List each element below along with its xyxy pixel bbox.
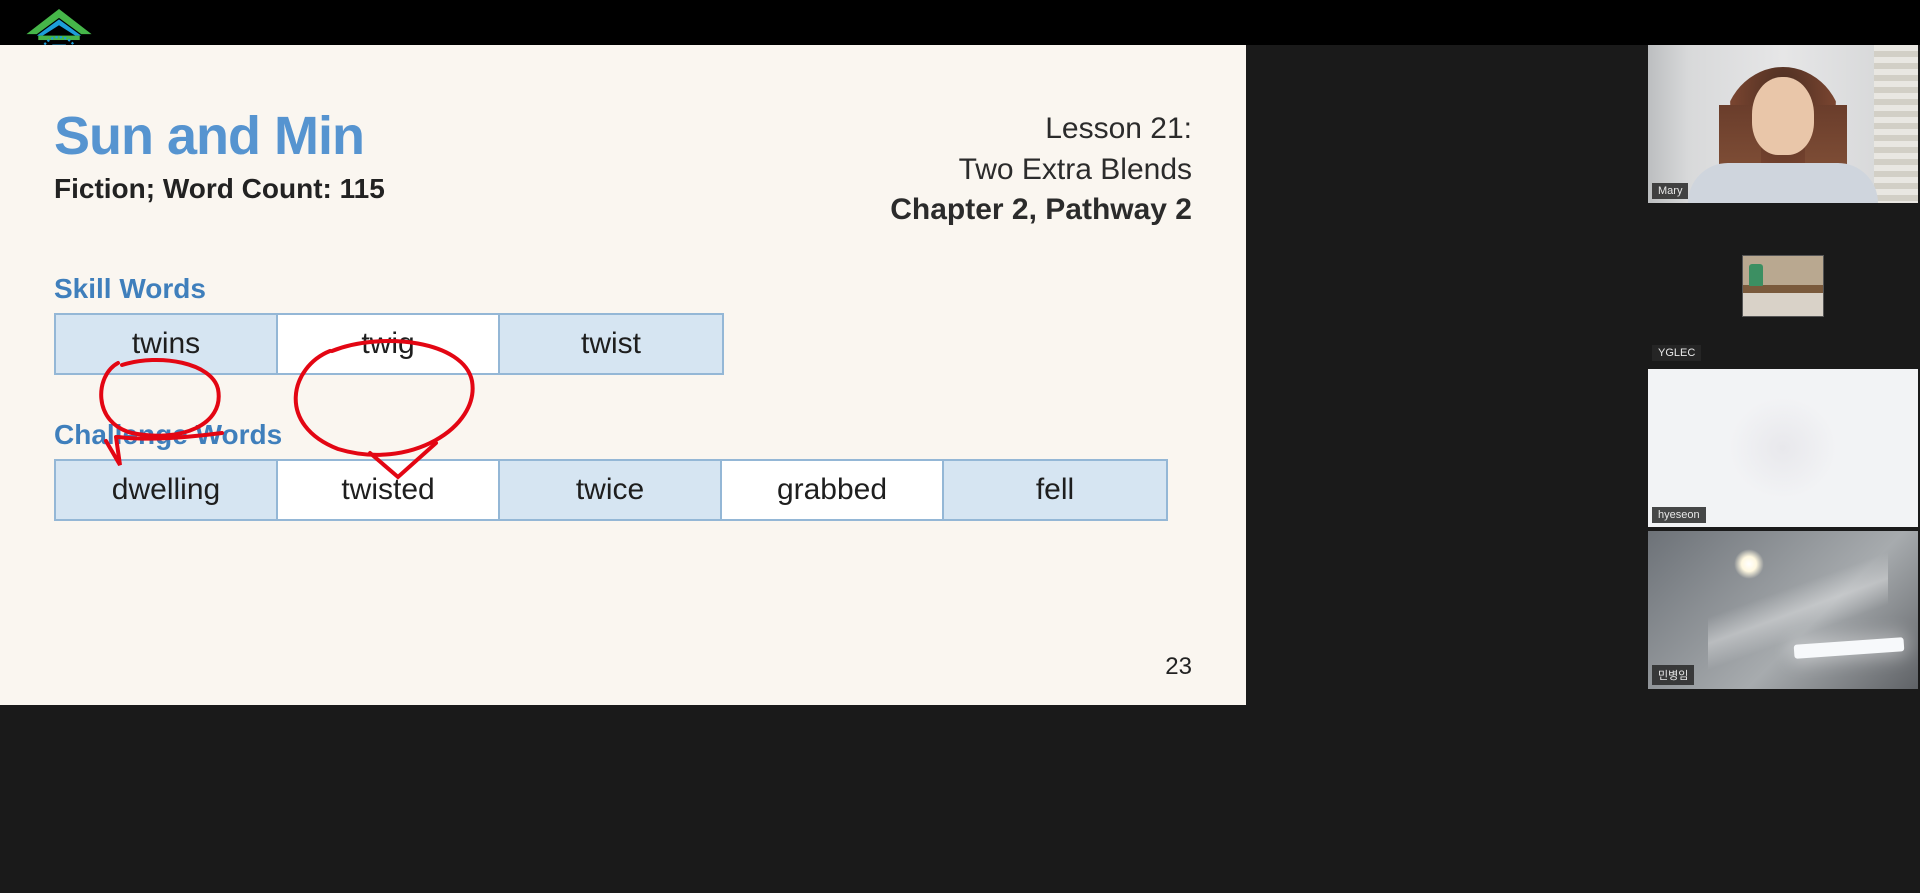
chapter-line: Chapter 2, Pathway 2 — [890, 190, 1192, 231]
shared-slide: Sun and Min Fiction; Word Count: 115 Les… — [0, 45, 1246, 705]
challenge-words-label: Challenge Words — [54, 419, 1192, 451]
participant-tile[interactable]: hyeseon — [1648, 369, 1918, 527]
skill-word-cell: twins — [56, 315, 278, 373]
video-feed-light — [1708, 531, 1888, 689]
challenge-word-cell: fell — [944, 461, 1166, 519]
slide-header: Sun and Min Fiction; Word Count: 115 Les… — [54, 105, 1192, 231]
challenge-word-cell: dwelling — [56, 461, 278, 519]
page-number: 23 — [1165, 653, 1192, 681]
participant-panel: Mary YGLEC hyeseon 민병임 — [1648, 45, 1918, 689]
participant-tile[interactable]: Mary — [1648, 45, 1918, 203]
slide-subtitle: Fiction; Word Count: 115 — [54, 173, 385, 205]
slide-title-block: Sun and Min Fiction; Word Count: 115 — [54, 105, 385, 205]
participant-tile[interactable]: YGLEC — [1648, 207, 1918, 365]
challenge-word-cell: twice — [500, 461, 722, 519]
challenge-word-cell: grabbed — [722, 461, 944, 519]
participant-name: 민병임 — [1652, 665, 1694, 685]
video-feed-body — [1688, 163, 1878, 203]
participant-name: Mary — [1652, 183, 1688, 199]
participant-tile[interactable]: 민병임 — [1648, 531, 1918, 689]
lesson-line-2: Two Extra Blends — [890, 150, 1192, 191]
video-thumbnail — [1742, 255, 1824, 317]
lesson-line-1: Lesson 21: — [890, 109, 1192, 150]
challenge-word-cell: twisted — [278, 461, 500, 519]
slide-title: Sun and Min — [54, 105, 385, 167]
skill-words-row: twins twig twist — [54, 313, 724, 375]
skill-words-label: Skill Words — [54, 273, 1192, 305]
participant-name: YGLEC — [1652, 345, 1701, 361]
letterbox-top — [0, 0, 1920, 45]
participant-name: hyeseon — [1652, 507, 1706, 523]
video-feed-face — [1752, 77, 1814, 155]
video-feed-light — [1734, 549, 1764, 579]
video-feed — [1648, 369, 1918, 527]
video-feed-bg — [1874, 45, 1918, 203]
skill-word-cell: twist — [500, 315, 722, 373]
video-call-stage: E Sun and Min Fiction; Word Count: 115 L… — [0, 0, 1920, 893]
challenge-words-row: dwelling twisted twice grabbed fell — [54, 459, 1168, 521]
skill-word-cell: twig — [278, 315, 500, 373]
lesson-info: Lesson 21: Two Extra Blends Chapter 2, P… — [890, 105, 1192, 231]
